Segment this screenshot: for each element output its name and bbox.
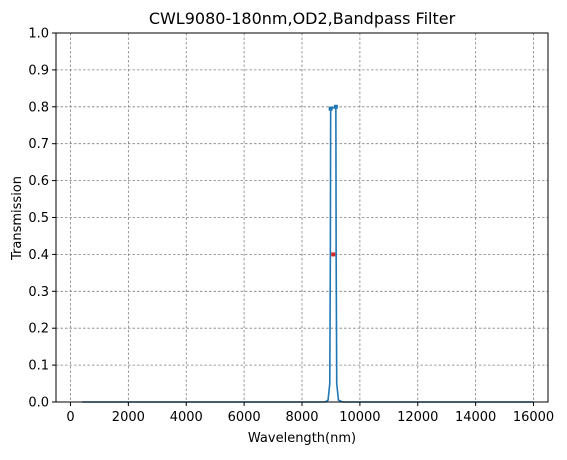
x-tick-label: 8000 <box>285 410 318 425</box>
y-tick-label: 0.5 <box>28 211 49 226</box>
x-axis-label: Wavelength(nm) <box>248 431 356 446</box>
y-tick-label: 0.0 <box>28 396 49 411</box>
y-tick-label: 0.7 <box>28 137 49 152</box>
x-tick-label: 6000 <box>228 410 261 425</box>
marker-layer <box>328 104 338 257</box>
y-tick-label: 0.6 <box>28 174 49 189</box>
y-tick-label: 0.1 <box>28 359 49 374</box>
x-tick-label: 16000 <box>513 410 554 425</box>
x-axis-ticks: 0 2000 4000 6000 8000 10000 12000 14000 16000 <box>66 402 554 425</box>
y-tick-label: 0.2 <box>28 322 49 337</box>
data-marker <box>331 252 336 257</box>
y-axis-ticks: 0.0 0.1 0.2 0.3 0.4 0.5 0.6 0.7 0.8 0.9 1.0 <box>28 27 56 411</box>
x-tick-label: 10000 <box>339 410 380 425</box>
series-layer <box>82 106 534 403</box>
y-tick-label: 0.4 <box>28 248 49 263</box>
x-tick-label: 0 <box>66 410 74 425</box>
data-marker <box>328 106 333 111</box>
x-tick-label: 14000 <box>455 410 496 425</box>
transmission-line <box>82 106 534 403</box>
grid <box>56 33 548 402</box>
chart-title: CWL9080-180nm,OD2,Bandpass Filter <box>149 9 456 28</box>
y-tick-label: 0.3 <box>28 285 49 300</box>
x-tick-label: 12000 <box>397 410 438 425</box>
x-tick-label: 2000 <box>112 410 145 425</box>
data-marker <box>333 104 338 109</box>
y-axis-label: Transmission <box>10 176 25 261</box>
y-tick-label: 0.9 <box>28 63 49 78</box>
x-tick-label: 4000 <box>170 410 203 425</box>
y-tick-label: 1.0 <box>28 27 49 42</box>
y-tick-label: 0.8 <box>28 100 49 115</box>
